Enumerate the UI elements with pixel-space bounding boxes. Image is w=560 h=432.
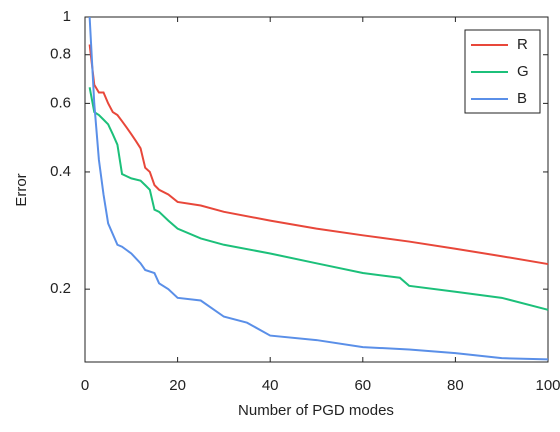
legend-label: R xyxy=(517,36,528,53)
legend-label: G xyxy=(517,63,529,80)
series-line xyxy=(88,44,549,266)
legend-label: B xyxy=(517,90,527,107)
x-tick-label: 0 xyxy=(81,377,89,394)
x-tick-label: 100 xyxy=(535,377,560,394)
x-axis-label: Number of PGD modes xyxy=(238,402,394,419)
series-line xyxy=(88,16,549,361)
x-tick-label: 40 xyxy=(262,377,279,394)
x-tick-label: 20 xyxy=(169,377,186,394)
x-tick-label: 80 xyxy=(447,377,464,394)
y-axis-label: Error xyxy=(13,173,30,206)
y-tick-label: 0.2 xyxy=(50,280,71,297)
y-tick-label: 1 xyxy=(63,8,71,25)
y-tick-label: 0.4 xyxy=(50,163,71,180)
x-tick-label: 60 xyxy=(354,377,371,394)
plot-frame xyxy=(84,16,549,363)
series-line xyxy=(88,87,549,311)
y-tick-label: 0.6 xyxy=(50,94,71,111)
y-tick-label: 0.8 xyxy=(50,46,71,63)
